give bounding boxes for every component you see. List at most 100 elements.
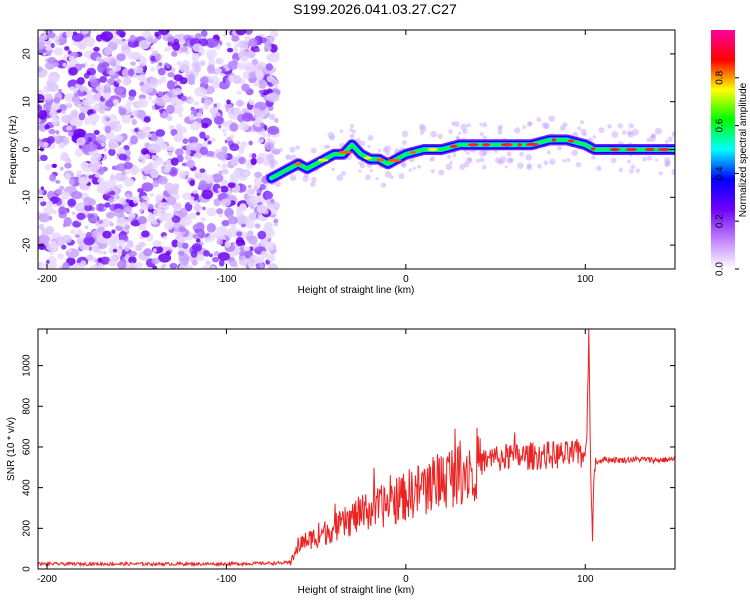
- noise-speckle: [259, 184, 266, 190]
- ridge-halo-speckle: [525, 154, 532, 161]
- noise-speckle: [60, 110, 67, 115]
- noise-speckle: [51, 163, 58, 168]
- noise-speckle: [152, 240, 163, 248]
- ridge-halo-speckle: [466, 123, 471, 128]
- noise-speckle: [44, 261, 53, 269]
- noise-speckle: [108, 141, 116, 150]
- ridge-halo-speckle: [285, 154, 292, 161]
- noise-speckle: [74, 83, 81, 89]
- noise-speckle: [216, 208, 224, 215]
- noise-speckle: [38, 189, 44, 195]
- noise-speckle: [158, 176, 168, 185]
- noise-speckle: [229, 259, 238, 267]
- snr-y-ticks: 0 200 400 600 800 1000: [22, 354, 675, 572]
- ridge-peak: [427, 147, 439, 152]
- noise-speckle: [125, 193, 131, 200]
- ridge-halo-speckle: [455, 135, 461, 141]
- figure-title: S199.2026.041.03.27.C27: [293, 1, 457, 17]
- noise-speckle: [179, 64, 190, 73]
- noise-speckle: [70, 119, 76, 126]
- noise-speckle: [90, 163, 99, 173]
- ridge-peak: [449, 144, 458, 148]
- noise-speckle: [128, 212, 136, 220]
- ridge-halo-speckle: [408, 168, 413, 172]
- noise-speckle: [207, 140, 212, 145]
- ridge-halo-speckle: [380, 182, 387, 188]
- ridge-halo-speckle: [479, 157, 485, 163]
- noise-speckle: [70, 109, 79, 118]
- noise-speckle: [229, 122, 239, 132]
- ridge-halo-speckle: [452, 153, 457, 158]
- noise-speckle: [269, 30, 279, 38]
- noise-speckle: [246, 230, 254, 237]
- ridge-peak: [644, 147, 655, 152]
- noise-speckle: [269, 113, 276, 121]
- snr-x-ticks: -200 -100 0 100: [37, 329, 594, 585]
- noise-speckle: [160, 264, 165, 269]
- ridge-peak: [517, 143, 522, 147]
- noise-speckle: [258, 79, 267, 90]
- noise-speckle: [224, 207, 234, 218]
- noise-speckle: [106, 220, 111, 226]
- spectrogram-y-label: Frequency (Hz): [8, 116, 19, 185]
- noise-speckle: [127, 51, 138, 60]
- noise-speckle: [253, 176, 263, 187]
- noise-speckle: [261, 133, 267, 138]
- noise-speckle: [129, 34, 136, 43]
- noise-speckle: [173, 133, 183, 143]
- noise-speckle: [266, 137, 272, 142]
- snr-frame: [37, 328, 676, 570]
- noise-speckle: [198, 180, 208, 191]
- ridge-halo-speckle: [667, 136, 673, 142]
- ridge-halo-speckle: [537, 163, 542, 169]
- noise-speckle: [149, 193, 155, 197]
- noise-speckle: [116, 78, 122, 84]
- noise-speckle: [200, 217, 207, 222]
- noise-speckle: [198, 107, 204, 114]
- ridge-halo-speckle: [646, 155, 653, 161]
- x-tick-label: -200: [37, 274, 57, 285]
- noise-speckle: [202, 206, 206, 211]
- ridge-halo-speckle: [430, 130, 438, 138]
- noise-speckle: [264, 142, 275, 151]
- noise-speckle: [240, 141, 248, 149]
- ridge-halo-speckle: [476, 158, 480, 163]
- noise-speckle: [137, 215, 147, 225]
- ridge-halo-speckle: [466, 151, 470, 156]
- noise-speckle: [244, 62, 254, 72]
- noise-speckle: [166, 145, 176, 152]
- ridge-peak: [567, 139, 575, 143]
- noise-speckle: [152, 265, 158, 269]
- ridge-peak: [625, 147, 637, 152]
- noise-speckle: [49, 251, 54, 256]
- noise-speckle: [63, 137, 70, 145]
- noise-speckle: [160, 143, 168, 151]
- noise-speckle: [248, 71, 256, 79]
- noise-speckle: [197, 230, 202, 236]
- noise-speckle: [165, 63, 171, 69]
- noise-speckle: [267, 263, 279, 269]
- noise-speckle: [131, 109, 137, 117]
- noise-speckle: [71, 211, 76, 216]
- noise-speckle: [165, 251, 171, 256]
- noise-speckle: [175, 148, 184, 157]
- noise-speckle: [49, 173, 57, 182]
- noise-speckle: [62, 262, 70, 269]
- noise-speckle: [39, 98, 45, 104]
- noise-speckle: [234, 42, 239, 49]
- noise-speckle: [173, 88, 183, 96]
- noise-speckle: [193, 169, 198, 175]
- noise-speckle: [189, 200, 195, 205]
- noise-speckle: [38, 261, 45, 269]
- noise-speckle: [68, 178, 75, 186]
- noise-speckle: [138, 154, 147, 162]
- noise-speckle: [265, 63, 273, 71]
- noise-speckle: [51, 116, 60, 127]
- noise-speckle: [147, 143, 162, 154]
- noise-speckle: [167, 36, 176, 43]
- noise-speckle: [158, 62, 163, 67]
- noise-speckle: [257, 230, 267, 240]
- noise-speckle: [194, 86, 207, 97]
- noise-speckle: [49, 110, 56, 117]
- noise-speckle: [154, 53, 162, 61]
